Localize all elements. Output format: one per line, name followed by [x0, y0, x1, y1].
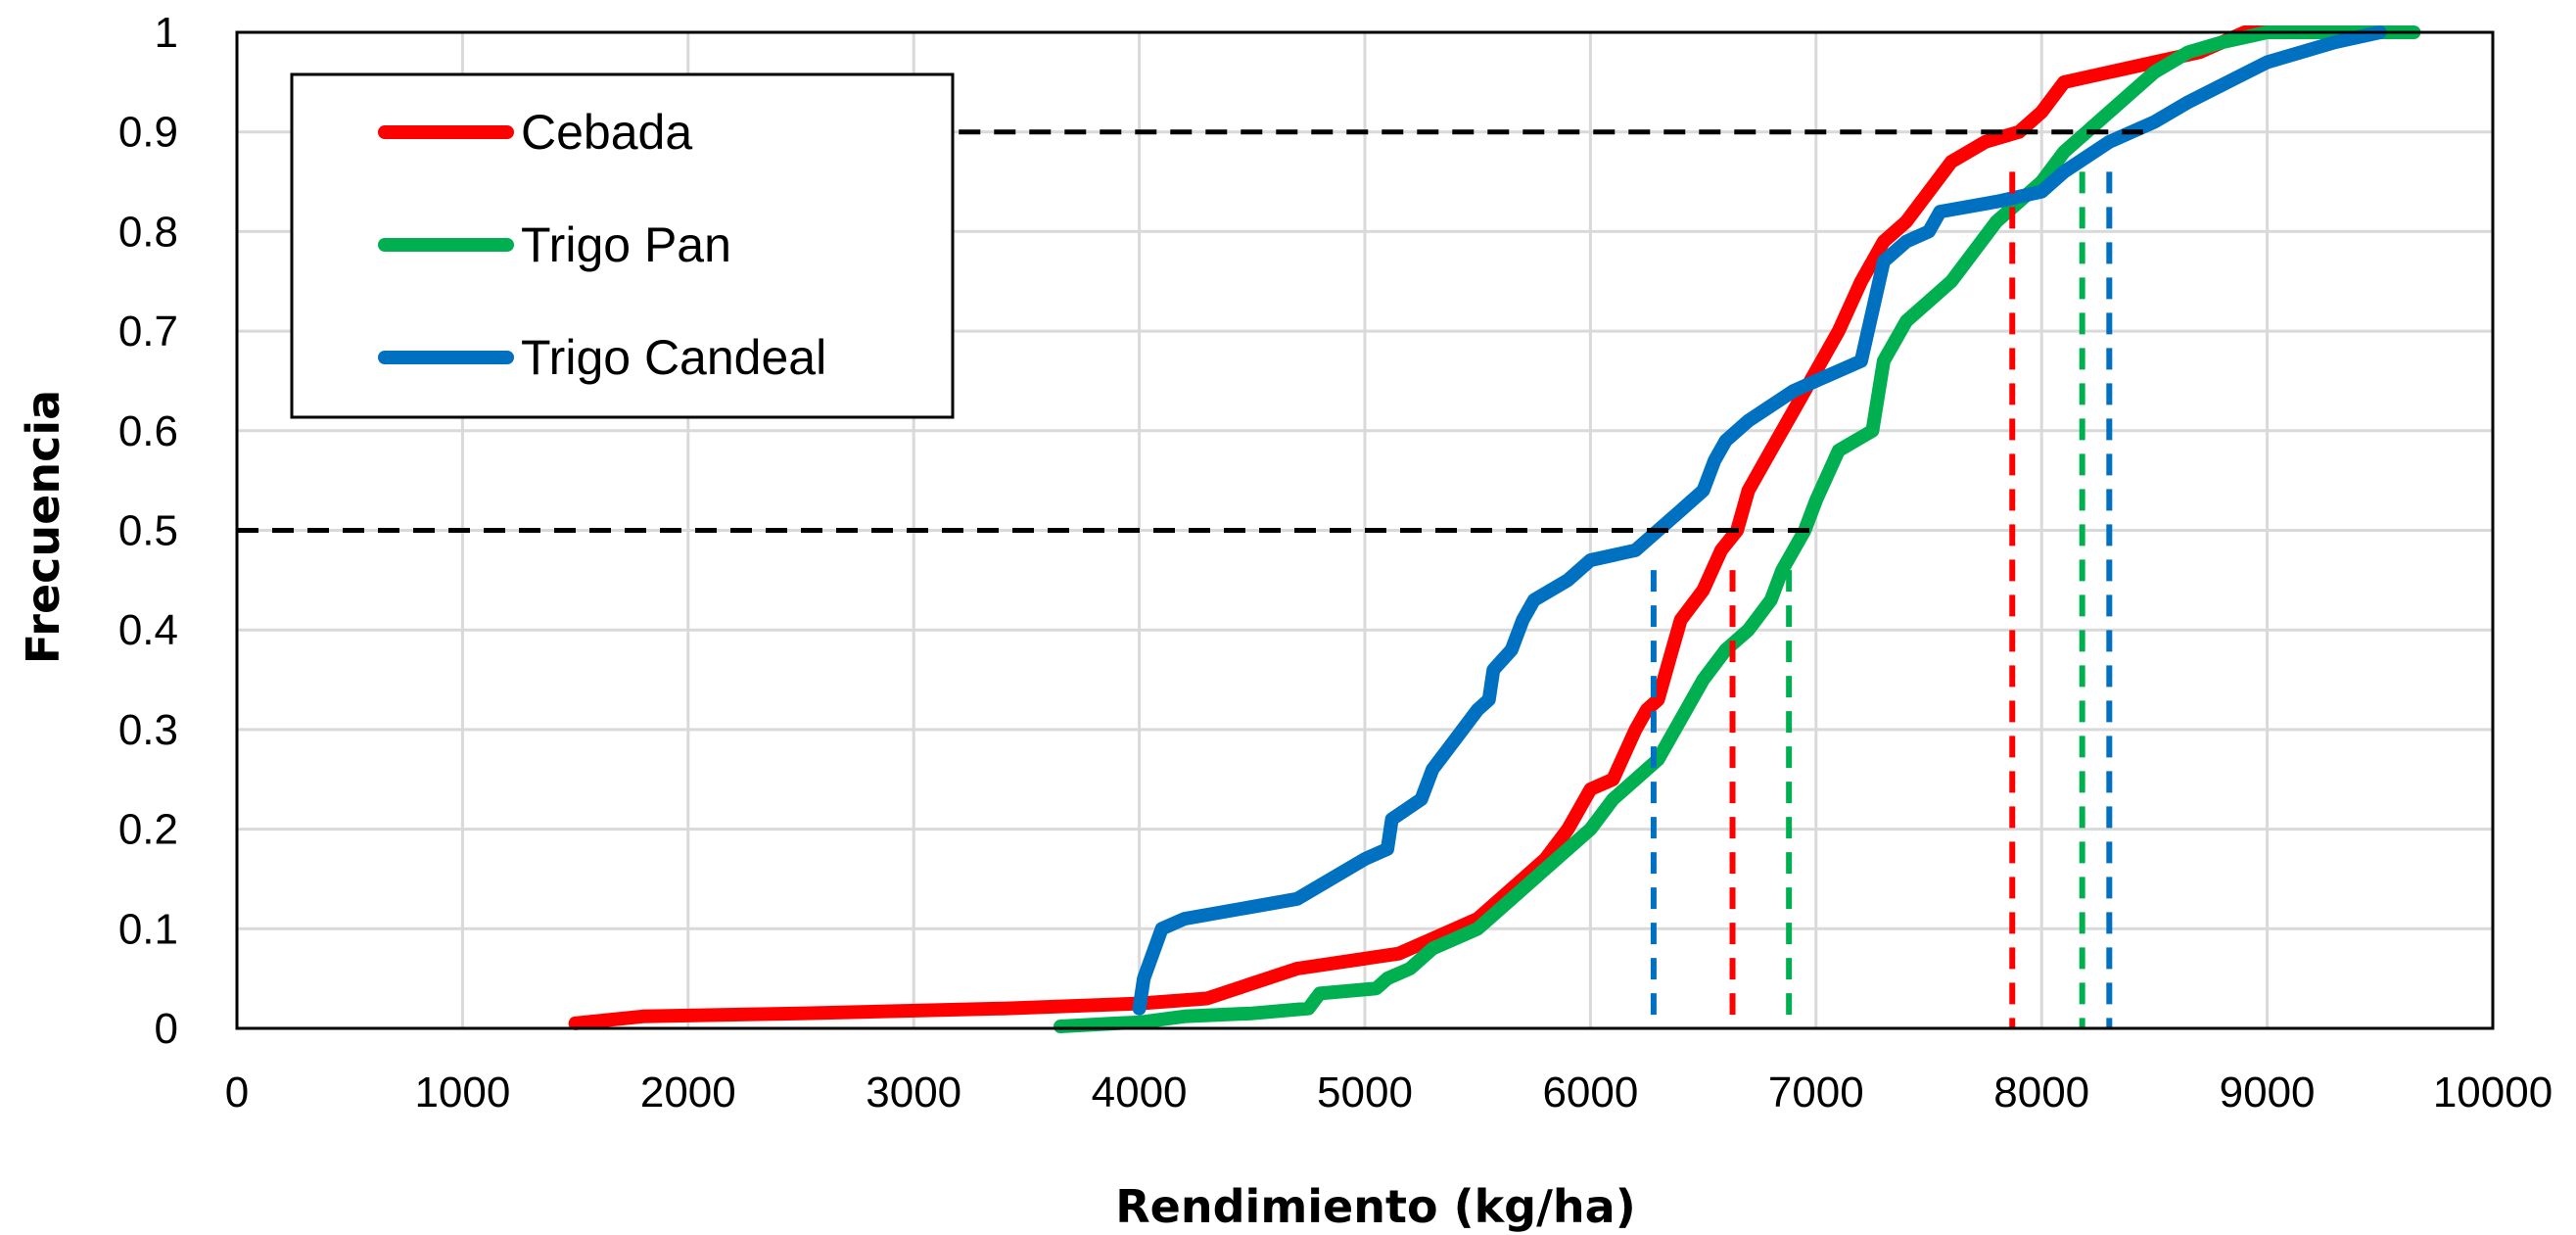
- x-tick-label: 5000: [1317, 1069, 1413, 1116]
- y-tick-label: 0.9: [118, 109, 178, 157]
- y-tick-labels: 0 0.1 0.2 0.3 0.4 0.5 0.6 0.7 0.8 0.9 1: [118, 9, 178, 1053]
- y-axis-title: Frecuencia: [17, 390, 70, 664]
- y-tick-label: 0.6: [118, 407, 178, 455]
- x-axis-title: Rendimiento (kg/ha): [1115, 1180, 1635, 1233]
- x-tick-label: 6000: [1542, 1069, 1638, 1116]
- series-group: [568, 25, 2421, 1033]
- x-tick-label: 4000: [1092, 1069, 1188, 1116]
- legend-label: Trigo Pan: [521, 217, 731, 272]
- y-tick-label: 0.2: [118, 806, 178, 854]
- y-tick-label: 0.3: [118, 706, 178, 754]
- plot-area-border: [235, 30, 2495, 1030]
- x-tick-label: 7000: [1768, 1069, 1864, 1116]
- legend: Cebada Trigo Pan Trigo Candeal: [290, 72, 955, 419]
- y-tick-label: 0.7: [118, 308, 178, 356]
- legend-label: Trigo Candeal: [521, 330, 826, 385]
- x-tick-label: 1000: [414, 1069, 510, 1116]
- reference-lines: [237, 129, 2143, 1028]
- series-line-cebada: [568, 25, 2297, 1030]
- y-tick-label: 0: [155, 1005, 178, 1053]
- y-tick-label: 0.8: [118, 208, 178, 256]
- legend-label: Cebada: [521, 105, 692, 160]
- x-tick-label: 9000: [2220, 1069, 2316, 1116]
- y-tick-label: 0.5: [118, 507, 178, 555]
- x-tick-label: 0: [225, 1069, 249, 1116]
- series-line-trigo-pan: [1054, 25, 2421, 1033]
- x-tick-label: 2000: [640, 1069, 736, 1116]
- y-tick-label: 0.1: [118, 905, 178, 953]
- x-tick-label: 3000: [866, 1069, 961, 1116]
- x-tick-labels: 0 1000 2000 3000 4000 5000 6000 7000 8000 9000 100…: [225, 1069, 2553, 1116]
- y-tick-label: 0.4: [118, 606, 178, 654]
- series-line-trigo-candeal: [1132, 25, 2387, 1016]
- x-tick-label: 8000: [1993, 1069, 2089, 1116]
- x-tick-label: 10000: [2433, 1069, 2553, 1116]
- y-tick-label: 1: [155, 9, 178, 57]
